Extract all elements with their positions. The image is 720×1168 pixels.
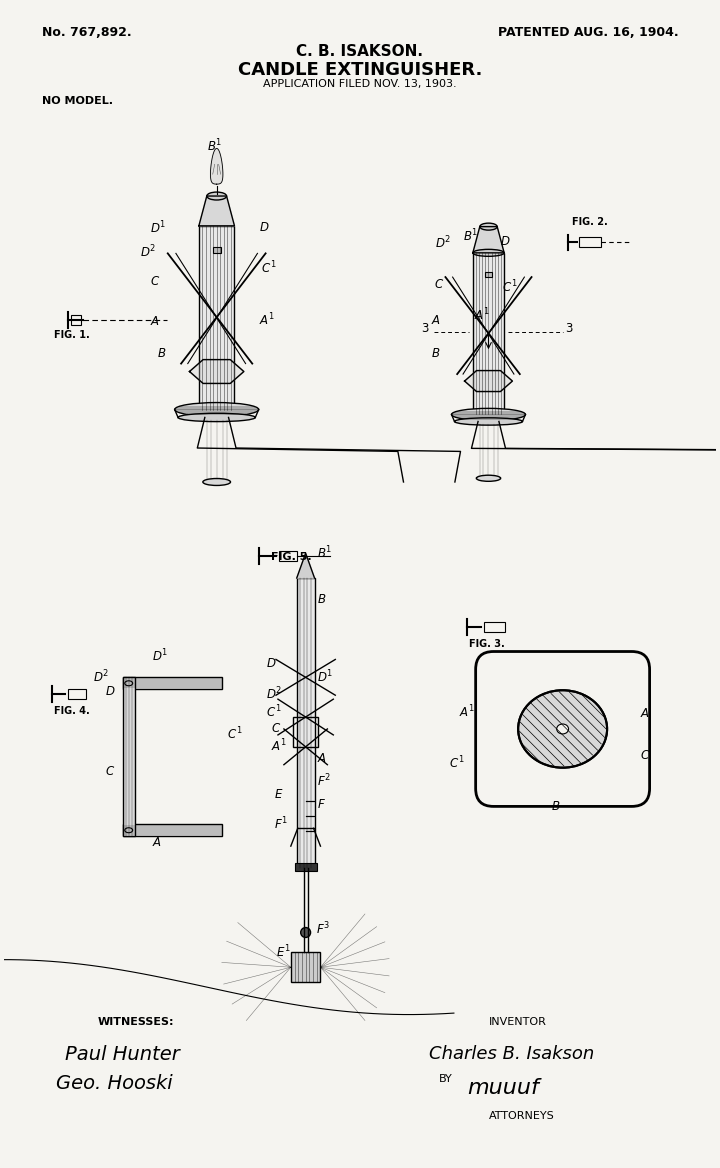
Polygon shape — [464, 370, 513, 391]
Text: $C$: $C$ — [434, 278, 444, 291]
Text: $F$: $F$ — [318, 799, 326, 812]
Text: $F^2$: $F^2$ — [318, 773, 331, 790]
Text: $D^1$: $D^1$ — [150, 220, 167, 237]
Text: $F^3$: $F^3$ — [315, 920, 330, 938]
Text: $A$: $A$ — [150, 315, 161, 328]
Bar — [68, 689, 86, 700]
Text: $C$: $C$ — [150, 276, 161, 288]
Text: $D$: $D$ — [500, 235, 511, 248]
Text: PATENTED AUG. 16, 1904.: PATENTED AUG. 16, 1904. — [498, 26, 678, 39]
Bar — [297, 578, 315, 868]
Ellipse shape — [557, 724, 569, 734]
Bar — [199, 225, 235, 410]
Text: Charles B. Isakson: Charles B. Isakson — [429, 1044, 595, 1063]
Text: $B$: $B$ — [431, 347, 441, 360]
Text: $A^1$: $A^1$ — [271, 738, 287, 755]
Polygon shape — [199, 196, 235, 225]
Text: $E^1$: $E^1$ — [276, 944, 291, 960]
Text: $D^1$: $D^1$ — [153, 648, 168, 665]
Text: $C^1$: $C^1$ — [261, 260, 276, 277]
Text: $A^1$: $A^1$ — [474, 307, 490, 324]
Text: FIG. 2.: FIG. 2. — [572, 216, 607, 227]
Text: muuuf: muuuf — [467, 1078, 539, 1098]
Bar — [71, 315, 81, 325]
Text: $C^1$: $C^1$ — [227, 725, 242, 742]
Text: $D$: $D$ — [105, 686, 115, 698]
Text: $A^1$: $A^1$ — [259, 312, 275, 328]
Bar — [473, 252, 504, 415]
Bar — [484, 621, 505, 632]
Polygon shape — [297, 554, 315, 578]
Circle shape — [301, 927, 310, 938]
Text: Geo. Hooski: Geo. Hooski — [55, 1075, 172, 1093]
Text: 3: 3 — [566, 322, 573, 335]
Ellipse shape — [480, 223, 498, 230]
Text: $D^1$: $D^1$ — [318, 669, 334, 686]
Text: $B$: $B$ — [551, 800, 560, 813]
Text: $B$: $B$ — [318, 593, 327, 606]
Text: BY: BY — [439, 1075, 453, 1084]
Ellipse shape — [175, 403, 258, 417]
Text: FIG. 5.: FIG. 5. — [271, 552, 312, 562]
Bar — [580, 237, 601, 248]
Text: FIG. 4.: FIG. 4. — [53, 707, 89, 716]
Text: $B$: $B$ — [158, 347, 167, 360]
Bar — [123, 677, 135, 836]
Text: $B^1$: $B^1$ — [318, 544, 333, 561]
Polygon shape — [473, 227, 504, 252]
Text: $A$: $A$ — [153, 836, 162, 849]
Ellipse shape — [473, 249, 504, 256]
Text: FIG. 1.: FIG. 1. — [53, 331, 89, 340]
Ellipse shape — [203, 479, 230, 486]
Text: $D^2$: $D^2$ — [435, 235, 451, 251]
Text: 3: 3 — [420, 322, 428, 335]
Bar — [293, 717, 318, 746]
Bar — [212, 248, 220, 253]
Text: WITNESSES:: WITNESSES: — [98, 1017, 174, 1027]
Text: ATTORNEYS: ATTORNEYS — [488, 1111, 554, 1121]
Ellipse shape — [454, 418, 523, 425]
Text: $A$: $A$ — [640, 707, 649, 719]
Text: $C^1$: $C^1$ — [266, 703, 282, 719]
Text: $D^2$: $D^2$ — [140, 244, 156, 260]
Bar — [485, 272, 492, 277]
Bar — [294, 863, 317, 871]
Ellipse shape — [518, 690, 607, 767]
Text: $C$: $C$ — [105, 765, 115, 778]
Text: $C$: $C$ — [271, 722, 282, 735]
Ellipse shape — [207, 192, 227, 200]
Bar — [123, 677, 222, 689]
Text: $A^1$: $A^1$ — [459, 703, 475, 719]
Text: C. B. ISAKSON.: C. B. ISAKSON. — [297, 44, 423, 58]
Text: $A$: $A$ — [431, 314, 441, 327]
Bar — [123, 825, 222, 836]
Text: $A$: $A$ — [318, 752, 328, 765]
Text: $F^1$: $F^1$ — [274, 815, 288, 833]
Text: $D^2$: $D^2$ — [266, 686, 282, 702]
Text: $B^1$: $B^1$ — [207, 138, 222, 154]
Text: Paul Hunter: Paul Hunter — [66, 1044, 180, 1064]
Text: NO MODEL.: NO MODEL. — [42, 96, 113, 105]
Ellipse shape — [477, 475, 500, 481]
Bar — [291, 952, 320, 982]
Polygon shape — [189, 360, 244, 383]
Ellipse shape — [178, 413, 256, 422]
Text: INVENTOR: INVENTOR — [488, 1017, 546, 1027]
Ellipse shape — [451, 409, 526, 420]
Text: $C^1$: $C^1$ — [503, 279, 518, 296]
Text: $D$: $D$ — [266, 658, 276, 670]
Bar — [279, 551, 297, 561]
Text: No. 767,892.: No. 767,892. — [42, 26, 131, 39]
Text: APPLICATION FILED NOV. 13, 1903.: APPLICATION FILED NOV. 13, 1903. — [264, 78, 456, 89]
Text: $D$: $D$ — [259, 221, 270, 234]
Text: $D^2$: $D^2$ — [93, 669, 109, 686]
Text: $C^1$: $C^1$ — [449, 755, 464, 772]
Text: $E$: $E$ — [274, 788, 284, 801]
Polygon shape — [210, 148, 223, 185]
Text: CANDLE EXTINGUISHER.: CANDLE EXTINGUISHER. — [238, 61, 482, 78]
Text: $C$: $C$ — [640, 749, 650, 762]
Text: $B^1$: $B^1$ — [463, 228, 478, 244]
Text: FIG. 3.: FIG. 3. — [469, 639, 505, 648]
